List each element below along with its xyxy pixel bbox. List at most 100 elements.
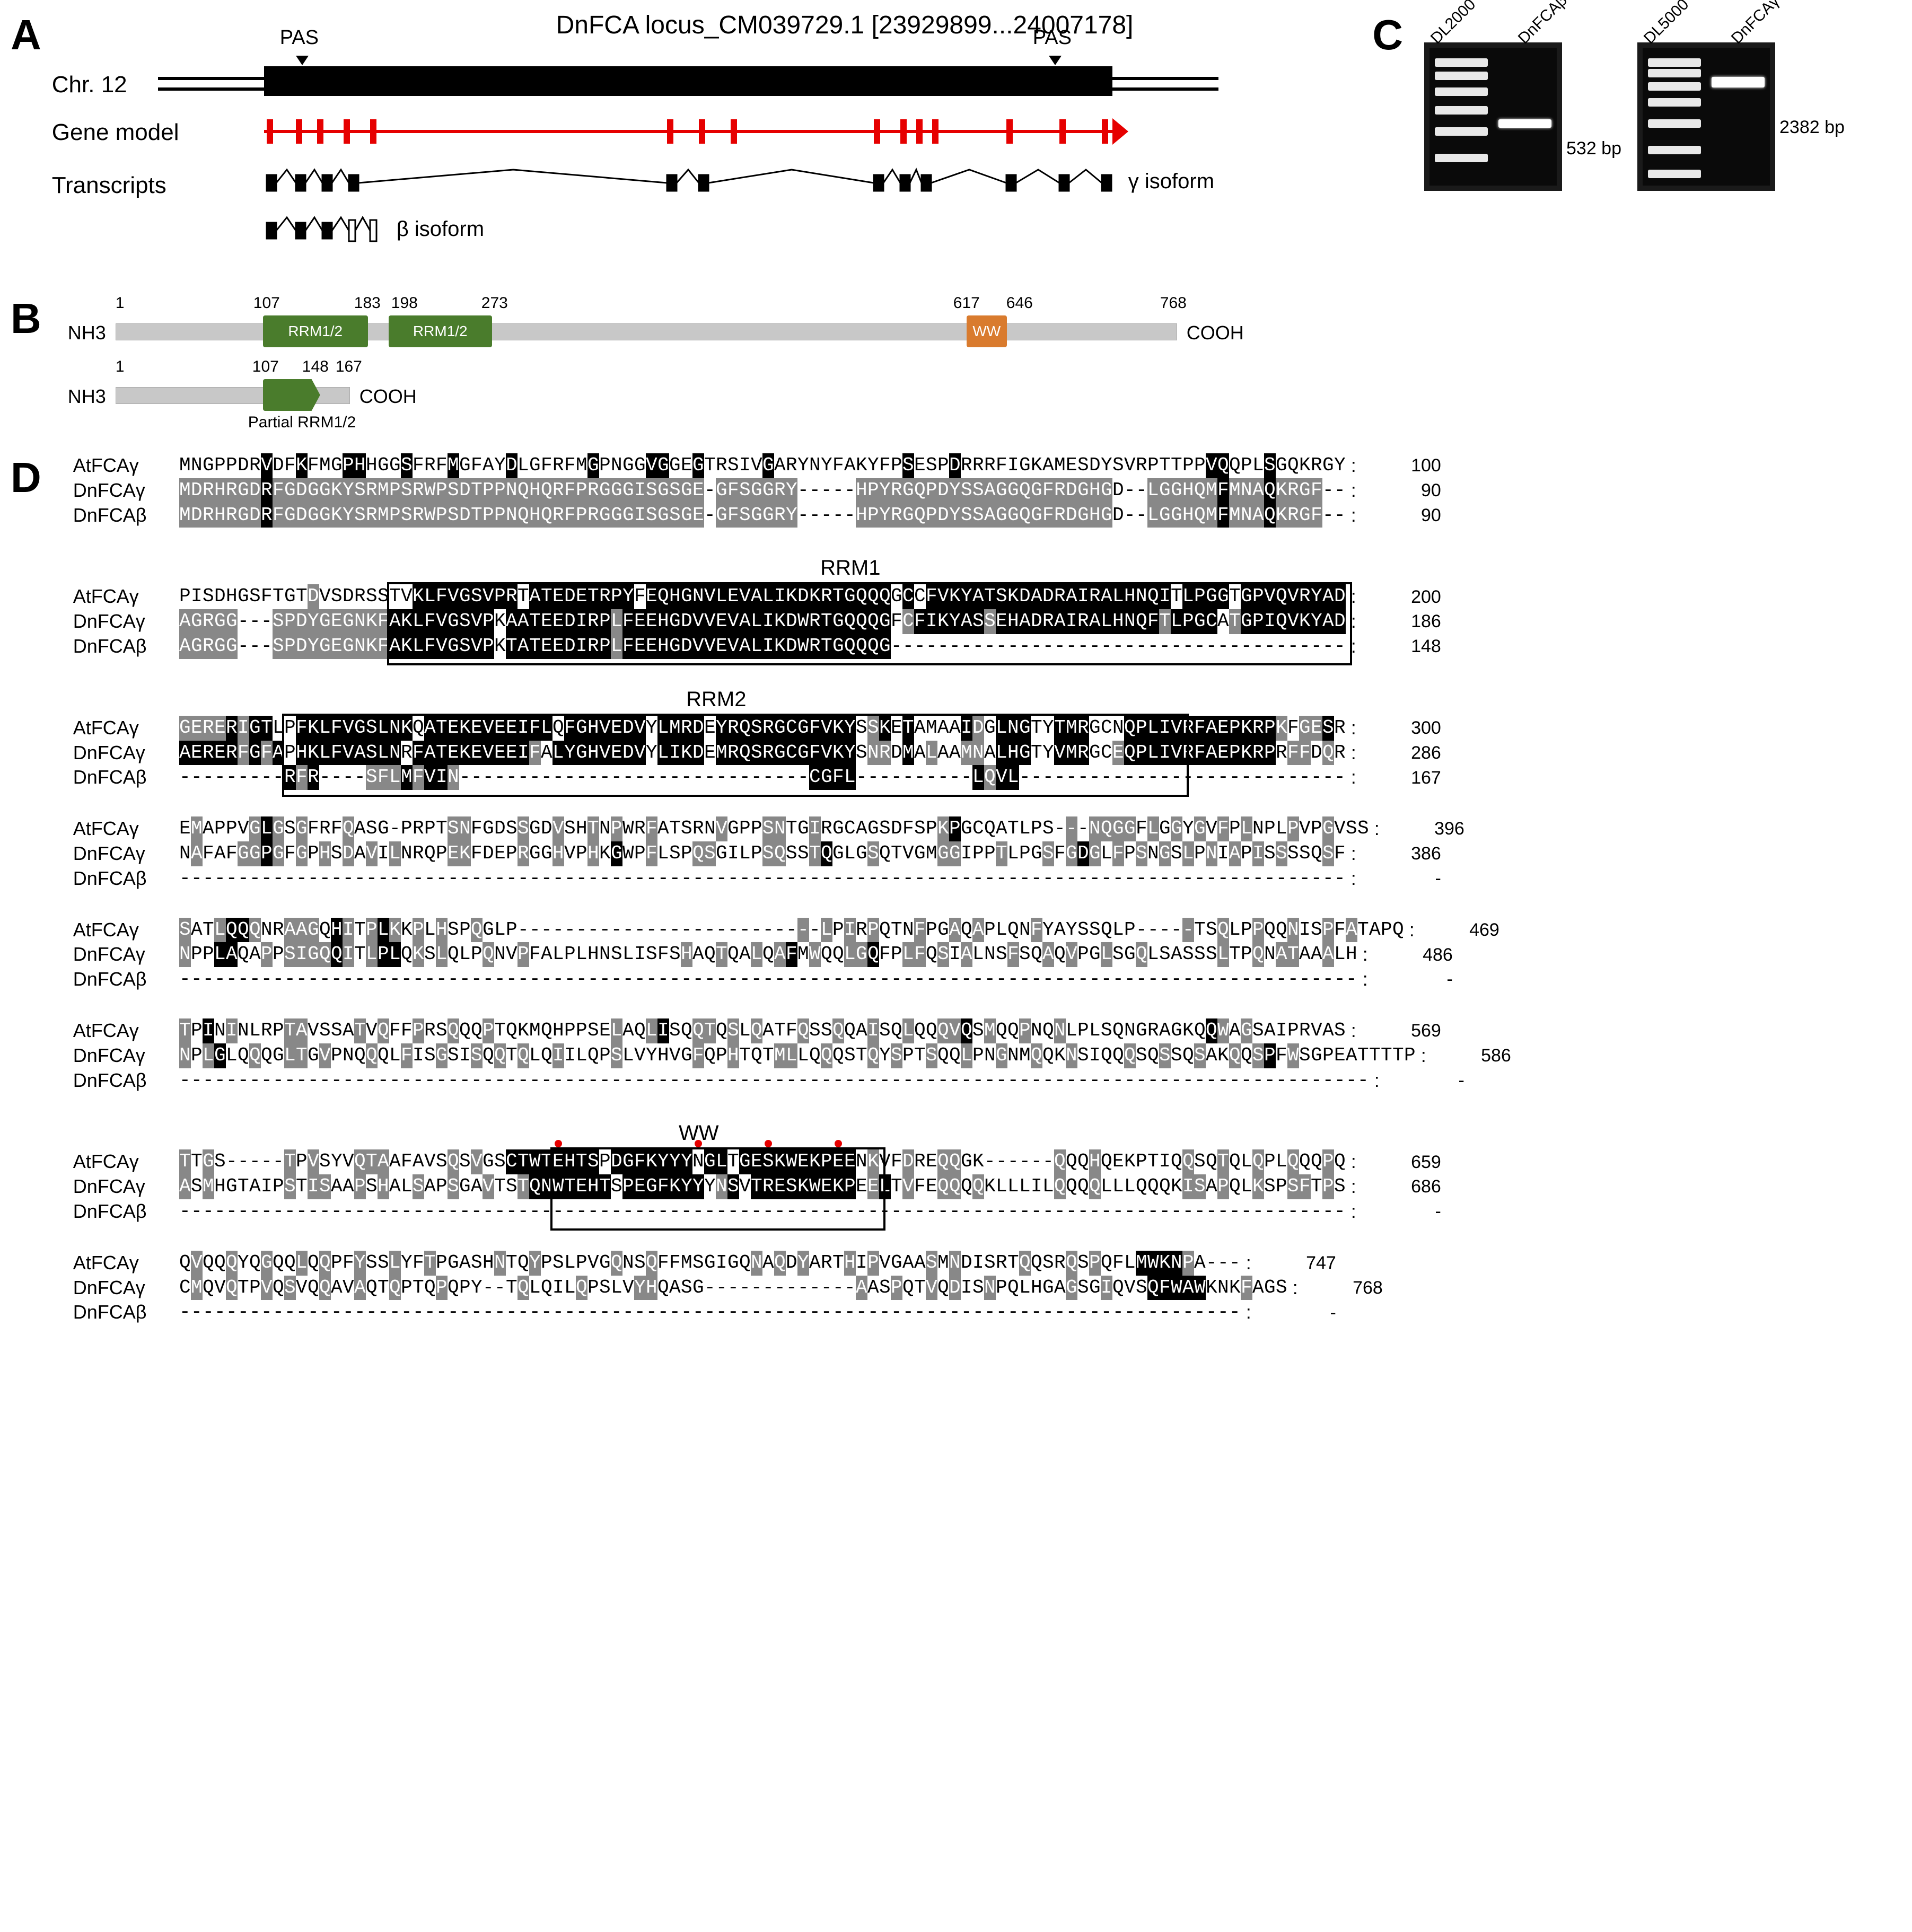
gel-row: DL2000 DnFCAβ 532 bp DL5000 DnFCAγ	[1424, 11, 1901, 191]
alignment-position: 286	[1378, 741, 1441, 765]
pas-tri-2	[1049, 56, 1062, 65]
alignment-position: 586	[1448, 1044, 1511, 1067]
gel-band	[1648, 146, 1701, 154]
alignment-row: DnFCAγAGRGG---SPDYGEGNKFAKLFVGSVPKAATEED…	[73, 609, 1511, 634]
gene-exon	[296, 119, 302, 144]
alignment-position: 300	[1378, 716, 1441, 740]
gel-band	[1435, 58, 1488, 67]
gel-band	[1435, 72, 1488, 80]
alignment-seq-name: AtFCAγ	[73, 453, 179, 478]
gene-exon	[267, 119, 273, 144]
gel2-container: 2382 bp	[1637, 42, 1845, 191]
alignment-row: AtFCAγSATLQQQNRAAGQHITPLKKPLHSPQGLP-----…	[73, 918, 1511, 943]
alignment-seq-name: DnFCAγ	[73, 1276, 179, 1301]
alignment-seq-name: DnFCAγ	[73, 741, 179, 766]
gel2-sample-lane	[1706, 48, 1770, 186]
gel-band	[1648, 119, 1701, 128]
alignment-seq: SATLQQQNRAAGQHITPLKKPLHSPQGLP-----------…	[179, 918, 1404, 943]
panel-c-label: C	[1372, 11, 1403, 59]
gel-band	[1648, 82, 1701, 91]
alignment-position: 100	[1378, 454, 1441, 477]
alignment-position: 386	[1378, 842, 1441, 865]
alignment-row: DnFCAβ----------------------------------…	[73, 1199, 1511, 1224]
gamma-label: γ isoform	[1128, 170, 1214, 194]
alignment-seq: ----------------------------------------…	[179, 1199, 1346, 1224]
protein1-rrm1: RRM1/2	[263, 315, 368, 347]
alignment-row: AtFCAγMNGPPDRVDFKFMGPHHGGSFRFMGFAYDLGFRF…	[73, 453, 1511, 478]
conserved-residue-dot	[765, 1140, 772, 1147]
gene-exon	[731, 119, 737, 144]
gel2-ladder-label: DL5000	[1641, 0, 1687, 42]
alignment-row: AtFCAγTPININLRPTAVSSATVQFFPRSQQQPTQKMQHP…	[73, 1018, 1511, 1043]
alignment-position: 486	[1389, 943, 1453, 967]
region-label: RRM1	[797, 554, 904, 582]
gene-exon	[699, 119, 705, 144]
protein2-bar: NH3 1 107 148 167 COOH Partial RRM1/2	[116, 379, 487, 411]
gel2-ladder-lane	[1643, 48, 1706, 186]
alignment-row: AtFCAγEMAPPVGLGSGFRFQASG-PRPTSNFGDSSGDVS…	[73, 816, 1511, 841]
protein-diagram: NH3 RRM1/2 RRM1/2 WW 1 107 183 198 273 6…	[116, 294, 1282, 421]
alignment-seq-name: AtFCAγ	[73, 716, 179, 741]
alignment-seq: CMQVQTPVQSVQQAVAQTQPTQPQPY--TQLQILQPSLVY…	[179, 1276, 1287, 1301]
alignment-row: DnFCAγCMQVQTPVQSVQQAVAQTQPTQPQPY--TQLQIL…	[73, 1276, 1511, 1301]
alignment-seq-name: DnFCAγ	[73, 1043, 179, 1068]
partial-rrm-label: Partial RRM1/2	[248, 414, 356, 432]
gene-exon	[1006, 119, 1013, 144]
alignment-seq-name: AtFCAγ	[73, 584, 179, 609]
panel-d-label: D	[11, 453, 41, 502]
panel-d-row: D AtFCAγMNGPPDRVDFKFMGPHHGGSFRFMGFAYDLGF…	[11, 453, 1901, 1351]
gel1-ladder-label: DL2000	[1427, 0, 1474, 42]
alignment-seq: NPLGLQQQGLTGVPNQQQLFISGSISQQTQLQIILQPSLV…	[179, 1043, 1416, 1068]
cooh-2: COOH	[359, 385, 417, 408]
gel1-wrapper: DL2000 DnFCAβ 532 bp	[1424, 11, 1621, 191]
alignment-seq: MDRHRGDRFGDGGKYSRMPSRWPSDTPPNQHQRFPRGGGI…	[179, 478, 1346, 503]
locus-diagram: Chr. 12 Gene model Transcripts PAS PAS	[158, 50, 1218, 273]
p1-107: 107	[253, 294, 280, 312]
alignment-position: 686	[1378, 1175, 1441, 1198]
alignment-seq: ----------------------------------------…	[179, 1068, 1369, 1093]
alignment-seq-name: AtFCAγ	[73, 1149, 179, 1174]
gene-model-line	[264, 130, 1112, 133]
p1-646: 646	[1006, 294, 1033, 312]
alignment-block: RRM1 AtFCAγPISDHGSFTGTDVSDRSSTVKLFVGSVPRT…	[73, 554, 1511, 658]
gene-exon	[874, 119, 880, 144]
alignment-row: AtFCAγTTGS-----TPVSYVQTAAFAVSQSVGSCTWTEH…	[73, 1149, 1511, 1174]
protein1-ww: WW	[967, 315, 1007, 347]
alignment-seq: PISDHGSFTGTDVSDRSSTVKLFVGSVPRTATEDETRPYF…	[179, 584, 1346, 609]
alignment-position: 90	[1378, 504, 1441, 527]
conserved-residue-dot	[555, 1140, 562, 1147]
p2-107: 107	[252, 358, 279, 376]
alignment-seq-name: AtFCAγ	[73, 1251, 179, 1276]
p1-1: 1	[116, 294, 125, 312]
alignment-row: AtFCAγGERERIGTLPFKLFVGSLNKQATEKEVEEIFLQF…	[73, 716, 1511, 741]
alignment-seq-name: DnFCAβ	[73, 634, 179, 659]
alignment-position: 186	[1378, 610, 1441, 633]
alignment-block: WWAtFCAγTTGS-----TPVSYVQTAAFAVSQSVGSCTWT…	[73, 1119, 1511, 1224]
figure-root: A DnFCA locus_CM039729.1 [23929899...240…	[11, 11, 1901, 1351]
gene-exon	[932, 119, 939, 144]
alignment-row: DnFCAγNPPLAQAPPSIGQQITLPLQKSLQLPQNVPFALP…	[73, 942, 1511, 967]
alignment-row: DnFCAγNAFAFGGPGFGPHSDAVILNRQPEKFDEPRGGHV…	[73, 841, 1511, 866]
alignment-row: DnFCAβ----------------------------------…	[73, 866, 1511, 891]
gel1-sample-label: DnFCAβ	[1515, 0, 1566, 42]
gel-band	[1435, 106, 1488, 115]
p1-198: 198	[391, 294, 418, 312]
gel1-sample-lane	[1493, 48, 1557, 186]
pas-label-1: PAS	[280, 27, 319, 49]
p1-768: 768	[1160, 294, 1187, 312]
alignment-seq: ---------RFR----SFLMFVIN----------------…	[179, 765, 1346, 790]
alignment-row: DnFCAγNPLGLQQQGLTGVPNQQQLFISGSISQQTQLQII…	[73, 1043, 1511, 1068]
alignment-seq: MDRHRGDRFGDGGKYSRMPSRWPSDTPPNQHQRFPRGGGI…	[179, 503, 1346, 528]
p1-617: 617	[953, 294, 980, 312]
alignment-seq: TPININLRPTAVSSATVQFFPRSQQQPTQKMQHPPSELAQ…	[179, 1018, 1346, 1043]
gel-band	[1648, 58, 1701, 67]
alignment-block: AtFCAγTPININLRPTAVSSATVQFFPRSQQQPTQKMQHP…	[73, 1018, 1511, 1093]
gene-exon	[370, 119, 376, 144]
alignment-seq: NPPLAQAPPSIGQQITLPLQKSLQLPQNVPFALPLHNSLI…	[179, 942, 1357, 967]
alignment-seq-name: DnFCAβ	[73, 1068, 179, 1093]
gene-exon	[916, 119, 923, 144]
alignment-row: DnFCAβ----------------------------------…	[73, 1300, 1511, 1325]
gel-band	[1648, 69, 1701, 77]
alignment-row: DnFCAβAGRGG---SPDYGEGNKFAKLFVGSVPKTATEED…	[73, 634, 1511, 659]
chr-block	[264, 66, 1112, 96]
